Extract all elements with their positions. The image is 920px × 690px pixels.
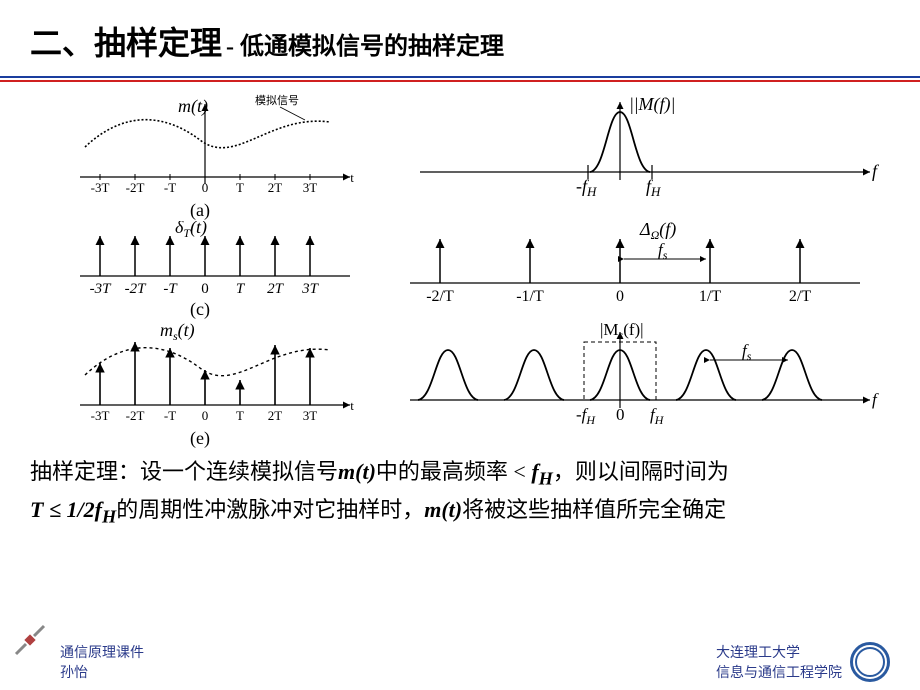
tick-a-1: -2T [126, 180, 145, 195]
label-f-Ms: |Ms(f)| [600, 320, 644, 342]
tick-a-6: 3T [303, 180, 318, 195]
label-f-f: f [872, 390, 879, 409]
tick-c-0: -3T [90, 281, 112, 297]
figure-b: -fH fH f ||M(f)| [370, 92, 900, 202]
axis-a-t: t [350, 170, 354, 185]
tick-e-0: -3T [91, 408, 110, 423]
figure-a: -3T -2T -T 0 T 2T 3T t m(t) 模拟信号 (a) [30, 92, 370, 221]
tick-a-3: 0 [202, 180, 209, 195]
tick-d-2: 0 [616, 288, 624, 305]
tick-d-0: -2/T [426, 288, 454, 305]
tick-d-1: -1/T [516, 288, 544, 305]
row-3: -3T -2T -T 0 T 2T 3T t ms(t) (e) [30, 320, 890, 449]
tick-c-6: 3T [301, 281, 320, 297]
tick-c-5: 2T [267, 281, 285, 297]
tick-a-2: -T [164, 180, 176, 195]
tick-c-4: T [236, 281, 246, 297]
label-a-annotation: 模拟信号 [255, 93, 299, 107]
label-b-fminus: -fH [576, 176, 597, 199]
label-c-delta: δT(t) [175, 221, 207, 240]
caption-a: (a) [30, 200, 370, 221]
theorem-line1-pre: 抽样定理：设一个连续模拟信号 [30, 459, 338, 484]
label-b-f: f [872, 161, 880, 181]
figure-f: -fH 0 fH f |Ms(f)| fs [370, 320, 900, 430]
label-b-Mf: ||M(f)| [630, 94, 676, 115]
footer-left-line2: 孙怡 [60, 662, 144, 682]
label-b-fplus: fH [646, 176, 661, 199]
figure-d: -2/T -1/T 0 1/T 2/T ΔΩ(f) fs [370, 221, 900, 311]
label-e-ms: ms(t) [160, 320, 195, 343]
tick-d-3: 1/T [699, 288, 721, 305]
tick-a-5: 2T [268, 180, 283, 195]
footer-right-line1: 大连理工大学 [716, 642, 842, 662]
label-f-fplus: fH [650, 405, 665, 427]
university-logo-icon [850, 642, 890, 682]
tick-e-5: 2T [268, 408, 283, 423]
main-title: 二、抽样定理 [30, 25, 222, 61]
label-f-fs: fs [742, 341, 752, 363]
label-d-delta: ΔΩ(f) [639, 221, 676, 242]
theorem-fH: fH [531, 459, 553, 484]
row-2: -3T -2T -T 0 T 2T 3T δT(t) (c) [30, 221, 890, 320]
title-area: 二、抽样定理 - 低通模拟信号的抽样定理 [0, 0, 920, 72]
tick-e-4: T [236, 408, 244, 423]
figure-e: -3T -2T -T 0 T 2T 3T t ms(t) (e) [30, 320, 370, 449]
tick-d-4: 2/T [789, 288, 811, 305]
tick-a-4: T [236, 180, 244, 195]
label-f-zero: 0 [616, 405, 625, 424]
tick-c-3: 0 [201, 281, 209, 297]
tick-c-1: -2T [125, 281, 147, 297]
tick-e-3: 0 [202, 408, 209, 423]
label-a-mt: m(t) [178, 96, 208, 117]
theorem-line2-mid: 的周期性冲激脉冲对它抽样时， [116, 497, 424, 522]
theorem-line2-post: 将被这些抽样值所完全确定 [462, 497, 726, 522]
title-separator: - [226, 34, 240, 60]
tick-c-2: -T [163, 281, 178, 297]
caption-c: (c) [30, 299, 370, 320]
tick-e-6: 3T [303, 408, 318, 423]
footer-right-line2: 信息与通信工程学院 [716, 662, 842, 682]
axis-e-t: t [350, 398, 354, 413]
figure-c: -3T -2T -T 0 T 2T 3T δT(t) (c) [30, 221, 370, 320]
footer-left: 通信原理课件 孙怡 [60, 642, 144, 682]
label-f-fminus: -fH [576, 405, 596, 427]
footer: 通信原理课件 孙怡 大连理工大学 信息与通信工程学院 [0, 638, 920, 690]
theorem-line1-mid: 中的最高频率 < [376, 459, 531, 484]
tick-e-2: -T [164, 408, 176, 423]
theorem-mt2: m(t) [424, 497, 462, 522]
theorem-text: 抽样定理：设一个连续模拟信号m(t)中的最高频率 < fH，则以间隔时间为 T … [0, 449, 920, 531]
label-d-fs: fs [658, 240, 668, 262]
caption-e: (e) [30, 428, 370, 449]
tick-e-1: -2T [126, 408, 145, 423]
theorem-T: T ≤ 1/2fH [30, 497, 116, 522]
theorem-line1-post: ，则以间隔时间为 [553, 459, 729, 484]
theorem-mt1: m(t) [338, 459, 376, 484]
footer-left-line1: 通信原理课件 [60, 642, 144, 662]
footer-right: 大连理工大学 信息与通信工程学院 [716, 642, 890, 682]
sub-title: 低通模拟信号的抽样定理 [240, 34, 504, 60]
figure-area: -3T -2T -T 0 T 2T 3T t m(t) 模拟信号 (a) [0, 82, 920, 449]
row-1: -3T -2T -T 0 T 2T 3T t m(t) 模拟信号 (a) [30, 92, 890, 221]
tick-a-0: -3T [91, 180, 110, 195]
